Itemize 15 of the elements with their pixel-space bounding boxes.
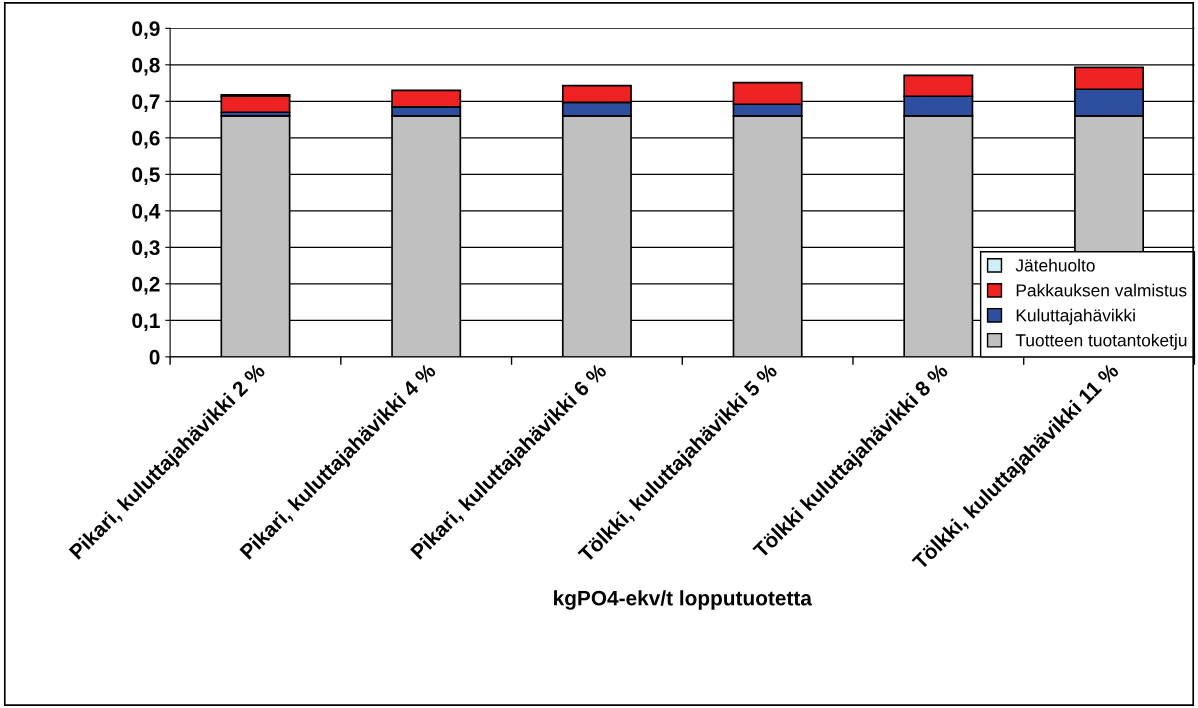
legend-label: Tuotteen tuotantoketju bbox=[1015, 333, 1187, 350]
y-tick-label: 0,6 bbox=[132, 130, 160, 149]
legend-label: Kuluttajahävikki bbox=[1016, 308, 1135, 325]
y-tick-label: 0,8 bbox=[132, 57, 160, 76]
y-tick-label: 0,2 bbox=[132, 276, 160, 295]
legend-label: Jätehuolto bbox=[1015, 258, 1095, 272]
y-tick-label: 0,9 bbox=[132, 21, 160, 40]
y-tick-label: 0,3 bbox=[132, 240, 160, 259]
legend-label: Pakkauksen valmistus bbox=[1016, 283, 1187, 297]
y-tick-label: 0,5 bbox=[132, 167, 160, 186]
y-tick-label: 0,1 bbox=[132, 313, 160, 332]
y-tick-label: 0 bbox=[149, 349, 160, 365]
x-axis-title: kgPO4-ekv/t lopputuotetta bbox=[554, 590, 813, 610]
y-tick-label: 0,7 bbox=[132, 94, 160, 113]
y-tick-label: 0,4 bbox=[132, 203, 161, 222]
